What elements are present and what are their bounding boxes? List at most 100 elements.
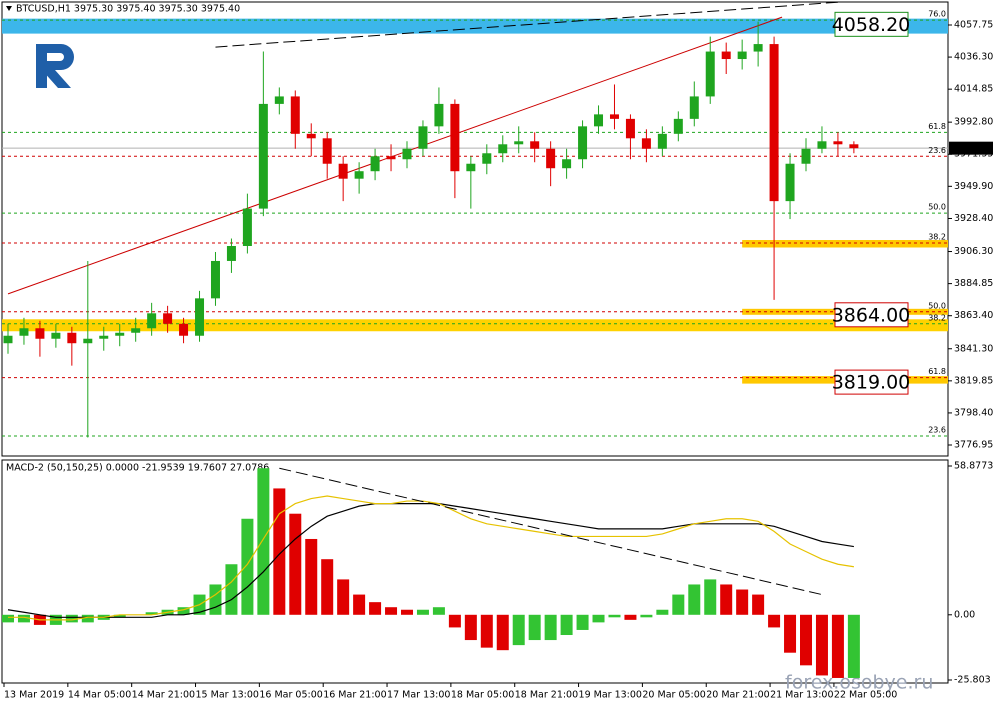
candle-body [402,148,412,160]
histogram-bar [432,607,445,615]
candle-body [562,159,572,169]
header-arrow [6,6,12,11]
candle-body [498,144,508,154]
histogram-bar [560,614,573,636]
x-tick-label: 22 Mar 05:00 [834,690,897,701]
histogram-bar [480,614,493,648]
candle-body [19,328,29,336]
candle-body [179,323,189,336]
fib-label: 61.8 [928,122,946,131]
plot-area [2,2,948,438]
candle-body [35,328,45,339]
y-tick-label: 3863.40 [954,310,993,321]
histogram-bar [784,614,797,653]
macd-panel [1,459,949,684]
candle-body [737,51,747,60]
candle-body [609,114,619,119]
candle-body [99,335,109,339]
y-tick-label: 58.8773 [954,461,993,472]
candle-body [625,118,635,139]
price-box-label: 3975.40 [951,143,990,154]
candle-body [657,133,667,149]
histogram-bar [209,584,222,615]
candle-body [67,332,77,344]
fib-label: 23.6 [928,425,946,434]
x-tick-label: 16 Mar 05:00 [259,690,322,701]
candle-body [258,103,268,209]
histogram-bar [385,607,398,615]
histogram-bar [800,614,812,666]
candle-body [418,126,428,149]
x-tick-label: 19 Mar 13:00 [579,690,642,701]
candle-body [131,328,141,333]
zone-band [2,319,948,332]
indicator-line [8,495,854,621]
candle-body [115,332,125,336]
histogram-bar [831,614,844,678]
histogram-bar [337,579,350,615]
candle-body [226,245,236,261]
y-tick-label: 4014.85 [954,84,993,95]
zone-band [742,240,948,248]
candle-body [306,133,316,139]
candle-body [147,313,157,329]
plot-area [2,467,860,678]
histogram-bar [17,614,30,623]
y-tick-label: 3949.90 [954,181,993,192]
histogram-bar [768,614,781,628]
x-tick-label: 13 Mar 2019 [4,690,64,701]
x-tick-label: 18 Mar 21:00 [515,690,578,701]
y-tick-label: 3798.40 [954,407,993,418]
fib-label: 38.2 [928,233,946,242]
zone-band [2,18,948,34]
candle-body [83,338,93,344]
histogram-bar [752,594,765,615]
candle-body [370,156,380,172]
x-tick-label: 20 Mar 21:00 [706,690,769,701]
histogram-bar [544,614,557,641]
y-tick-label: 3776.95 [954,440,993,451]
histogram-bar [704,579,717,615]
target-label: 4058.20 [832,14,911,36]
y-tick-label: 4036.30 [954,52,993,63]
logo [36,44,74,88]
histogram-bar [592,614,605,623]
x-tick-label: 17 Mar 13:00 [387,690,450,701]
target-label: 3819.00 [832,372,911,394]
candle-body [274,96,284,104]
fib-label: 23.6 [928,146,946,155]
histogram-bar [624,614,637,620]
x-tick-label: 16 Mar 21:00 [323,690,386,701]
histogram-bar [177,607,190,615]
candle-body [721,51,731,60]
histogram-bar [369,602,382,615]
candle-body [546,148,556,169]
candle-body [578,126,588,160]
candle-body [641,138,651,149]
candle-body [242,208,252,246]
y-tick-label: 3819.85 [954,375,993,386]
candle-body [163,313,173,324]
candle-body [705,51,715,97]
histogram-bar [736,589,749,615]
histogram-bar [321,559,334,615]
histogram-bar [528,614,541,641]
histogram-bar [815,614,828,676]
histogram-bar [847,614,860,678]
chart-title: BTCUSD,H1 3975.30 3975.40 3975.30 3975.4… [16,4,240,15]
candle-body [689,96,699,119]
y-tick-label: 4057.75 [954,20,993,31]
trend-line [215,2,838,48]
y-tick-label: -25.803 [954,675,991,686]
trend-line [279,467,823,596]
histogram-bar [720,584,733,615]
histogram-bar [257,468,270,615]
candle-body [769,44,779,202]
candle-body [673,118,683,134]
histogram-bar [401,609,413,615]
histogram-bar [289,513,302,615]
target-box [834,11,909,37]
